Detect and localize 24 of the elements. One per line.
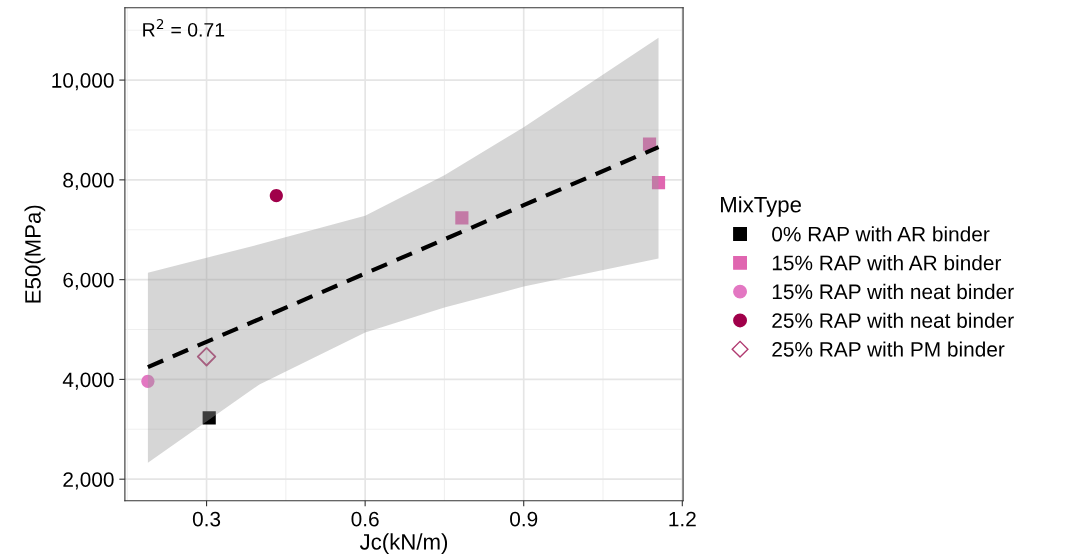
- legend-label: 15% RAP with AR binder: [772, 255, 1002, 271]
- y-tick-label: 8,000: [63, 172, 114, 191]
- y-tick-label: 4,000: [62, 372, 114, 390]
- point: [651, 175, 666, 190]
- point: [455, 211, 469, 225]
- x-tick-label: 0.9: [510, 511, 538, 527]
- legend-title: MixType: [721, 196, 801, 217]
- annotation: R$^{2}$ = 0.71: [143, 18, 225, 37]
- x-tick-label: 1.2: [669, 511, 696, 527]
- legend-label: 0% RAP with AR binder: [772, 226, 990, 242]
- point: [269, 189, 283, 203]
- point: [196, 347, 217, 367]
- legend-label: 25% RAP with neat binder: [772, 312, 1014, 328]
- y-axis-title: E50(MPa): [24, 205, 46, 303]
- y-tick-label: 2,000: [63, 472, 114, 490]
- y-tick-label: 6,000: [63, 272, 114, 290]
- x-axis-title: Jc(kN/m): [359, 533, 448, 555]
- y-tick-label: 10,000: [52, 73, 114, 91]
- x-tick-label: 0.3: [192, 511, 221, 527]
- legend-label: 15% RAP with neat binder: [772, 283, 1014, 300]
- point: [202, 411, 216, 425]
- x-tick-label: 0.6: [351, 511, 379, 527]
- point: [141, 374, 155, 388]
- legend-label: 25% RAP with PM binder: [772, 341, 1005, 357]
